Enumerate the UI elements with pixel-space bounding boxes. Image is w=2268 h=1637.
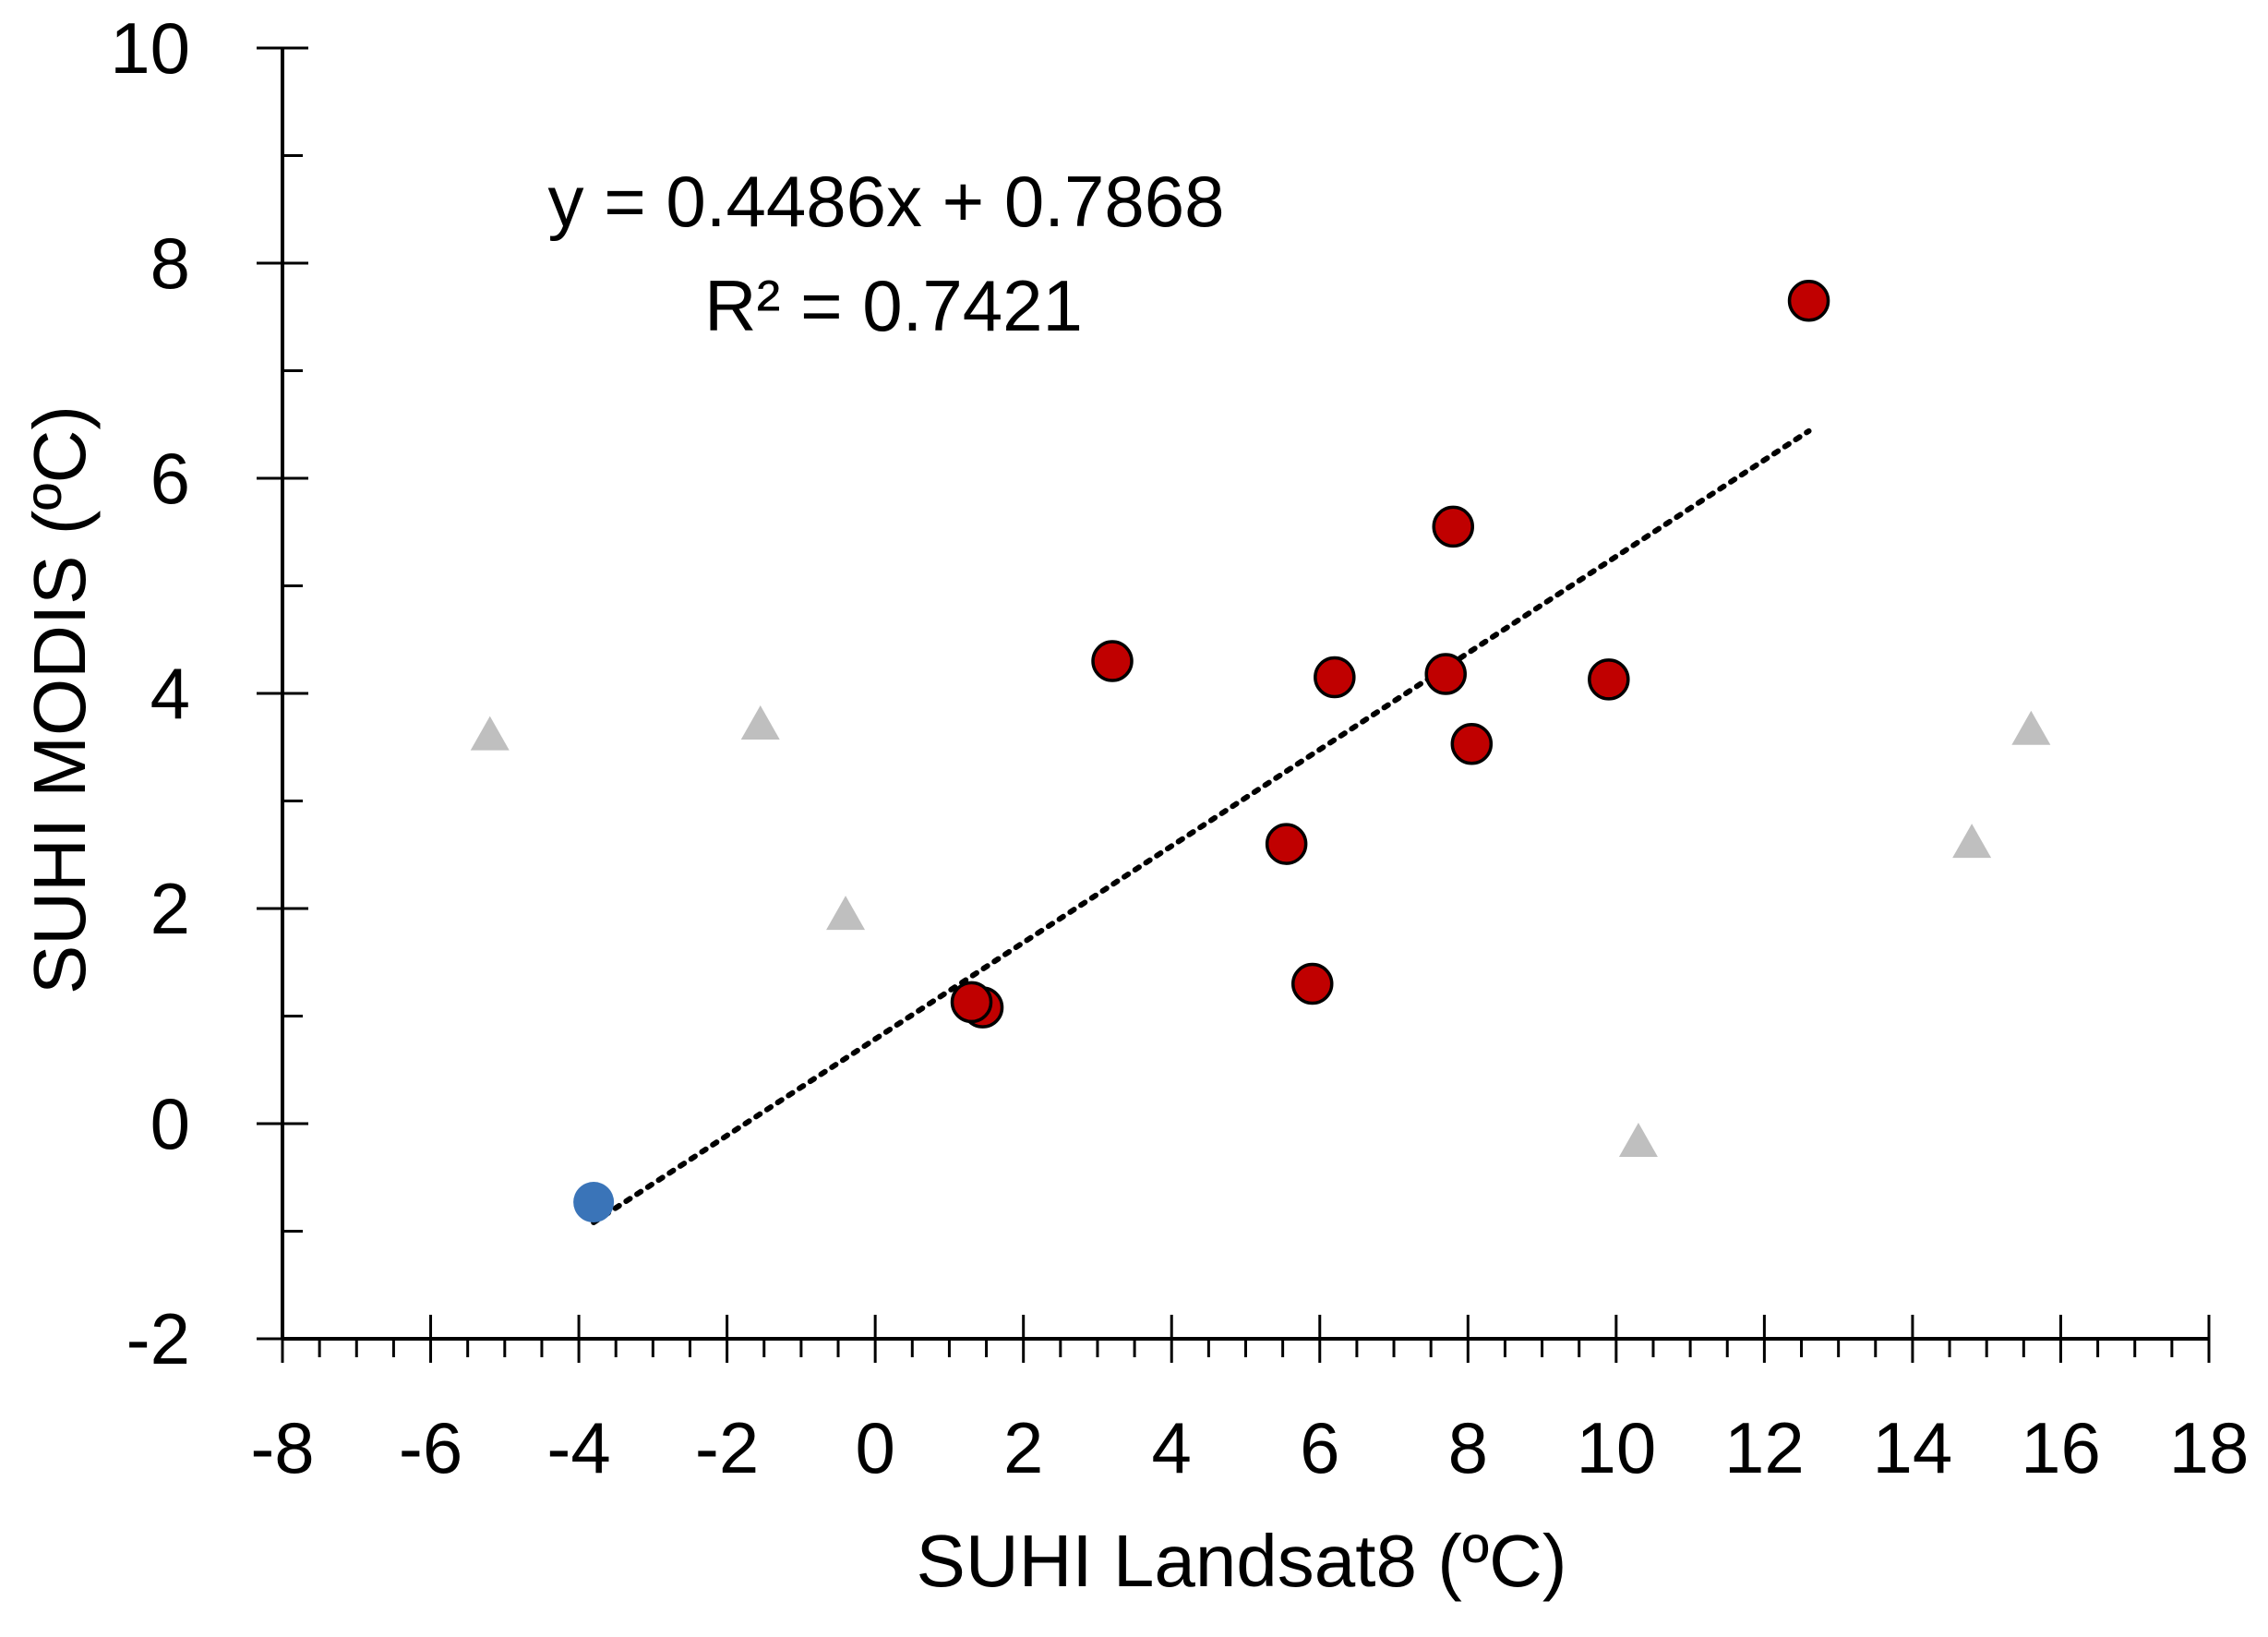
x-tick-label: 6 xyxy=(1300,1407,1339,1488)
x-axis-title: SUHI Landsat8 (ºC) xyxy=(916,1520,1566,1602)
red-data-point xyxy=(1787,280,1830,322)
y-tick-label: -2 xyxy=(126,1298,190,1379)
triangle-point xyxy=(826,896,866,931)
red-data-point xyxy=(1314,656,1356,699)
x-tick-label: 4 xyxy=(1152,1407,1192,1488)
triangle-point xyxy=(740,704,780,740)
blue-data-point xyxy=(573,1182,615,1223)
red-data-point xyxy=(1091,640,1134,682)
x-tick-label: -8 xyxy=(250,1407,314,1488)
x-tick-label: 12 xyxy=(1724,1407,1805,1488)
x-tick-label: -2 xyxy=(695,1407,759,1488)
triangle-point xyxy=(1952,824,1992,859)
y-tick-label: 10 xyxy=(110,7,190,89)
trendline xyxy=(591,427,1812,1225)
x-tick-label: 14 xyxy=(1873,1407,1953,1488)
y-tick-label: 2 xyxy=(150,868,190,949)
y-axis-title: SUHI MODIS (ºC) xyxy=(18,405,101,994)
y-tick-label: 4 xyxy=(150,653,190,734)
red-data-point xyxy=(1290,962,1334,1005)
y-tick-label: 0 xyxy=(150,1083,190,1164)
axes xyxy=(257,46,2211,1363)
equation-annotation: y = 0.4486x + 0.7868 xyxy=(548,161,1225,242)
red-data-point xyxy=(1432,505,1475,548)
triangle-point xyxy=(470,716,510,751)
triangle-point xyxy=(1618,1122,1658,1157)
red-data-point xyxy=(1265,823,1308,865)
r-squared-annotation: R² = 0.7421 xyxy=(704,265,1083,346)
x-tick-label: 18 xyxy=(2169,1407,2250,1488)
red-data-point xyxy=(1450,723,1494,765)
y-tick-label: 8 xyxy=(150,223,190,304)
trendline-group xyxy=(591,427,1812,1225)
red-data-point xyxy=(1424,653,1467,695)
x-tick-label: 2 xyxy=(1003,1407,1043,1488)
x-tick-label: 10 xyxy=(1576,1407,1656,1488)
x-tick-label: 8 xyxy=(1448,1407,1488,1488)
x-tick-label: -6 xyxy=(399,1407,462,1488)
points-group xyxy=(470,280,2051,1223)
y-tick-label: 6 xyxy=(150,438,190,519)
red-data-point xyxy=(950,981,993,1024)
red-data-point xyxy=(1588,658,1630,701)
x-tick-label: 0 xyxy=(855,1407,894,1488)
tick-labels-group: -8 -6 -4 -2 0 2 4 6 8 10 12 14 16 18 -2 0 2 4 6 8 10 xyxy=(110,7,2249,1488)
x-tick-label: 16 xyxy=(2021,1407,2101,1488)
x-tick-label: -4 xyxy=(546,1407,610,1488)
triangle-point xyxy=(2011,710,2051,745)
